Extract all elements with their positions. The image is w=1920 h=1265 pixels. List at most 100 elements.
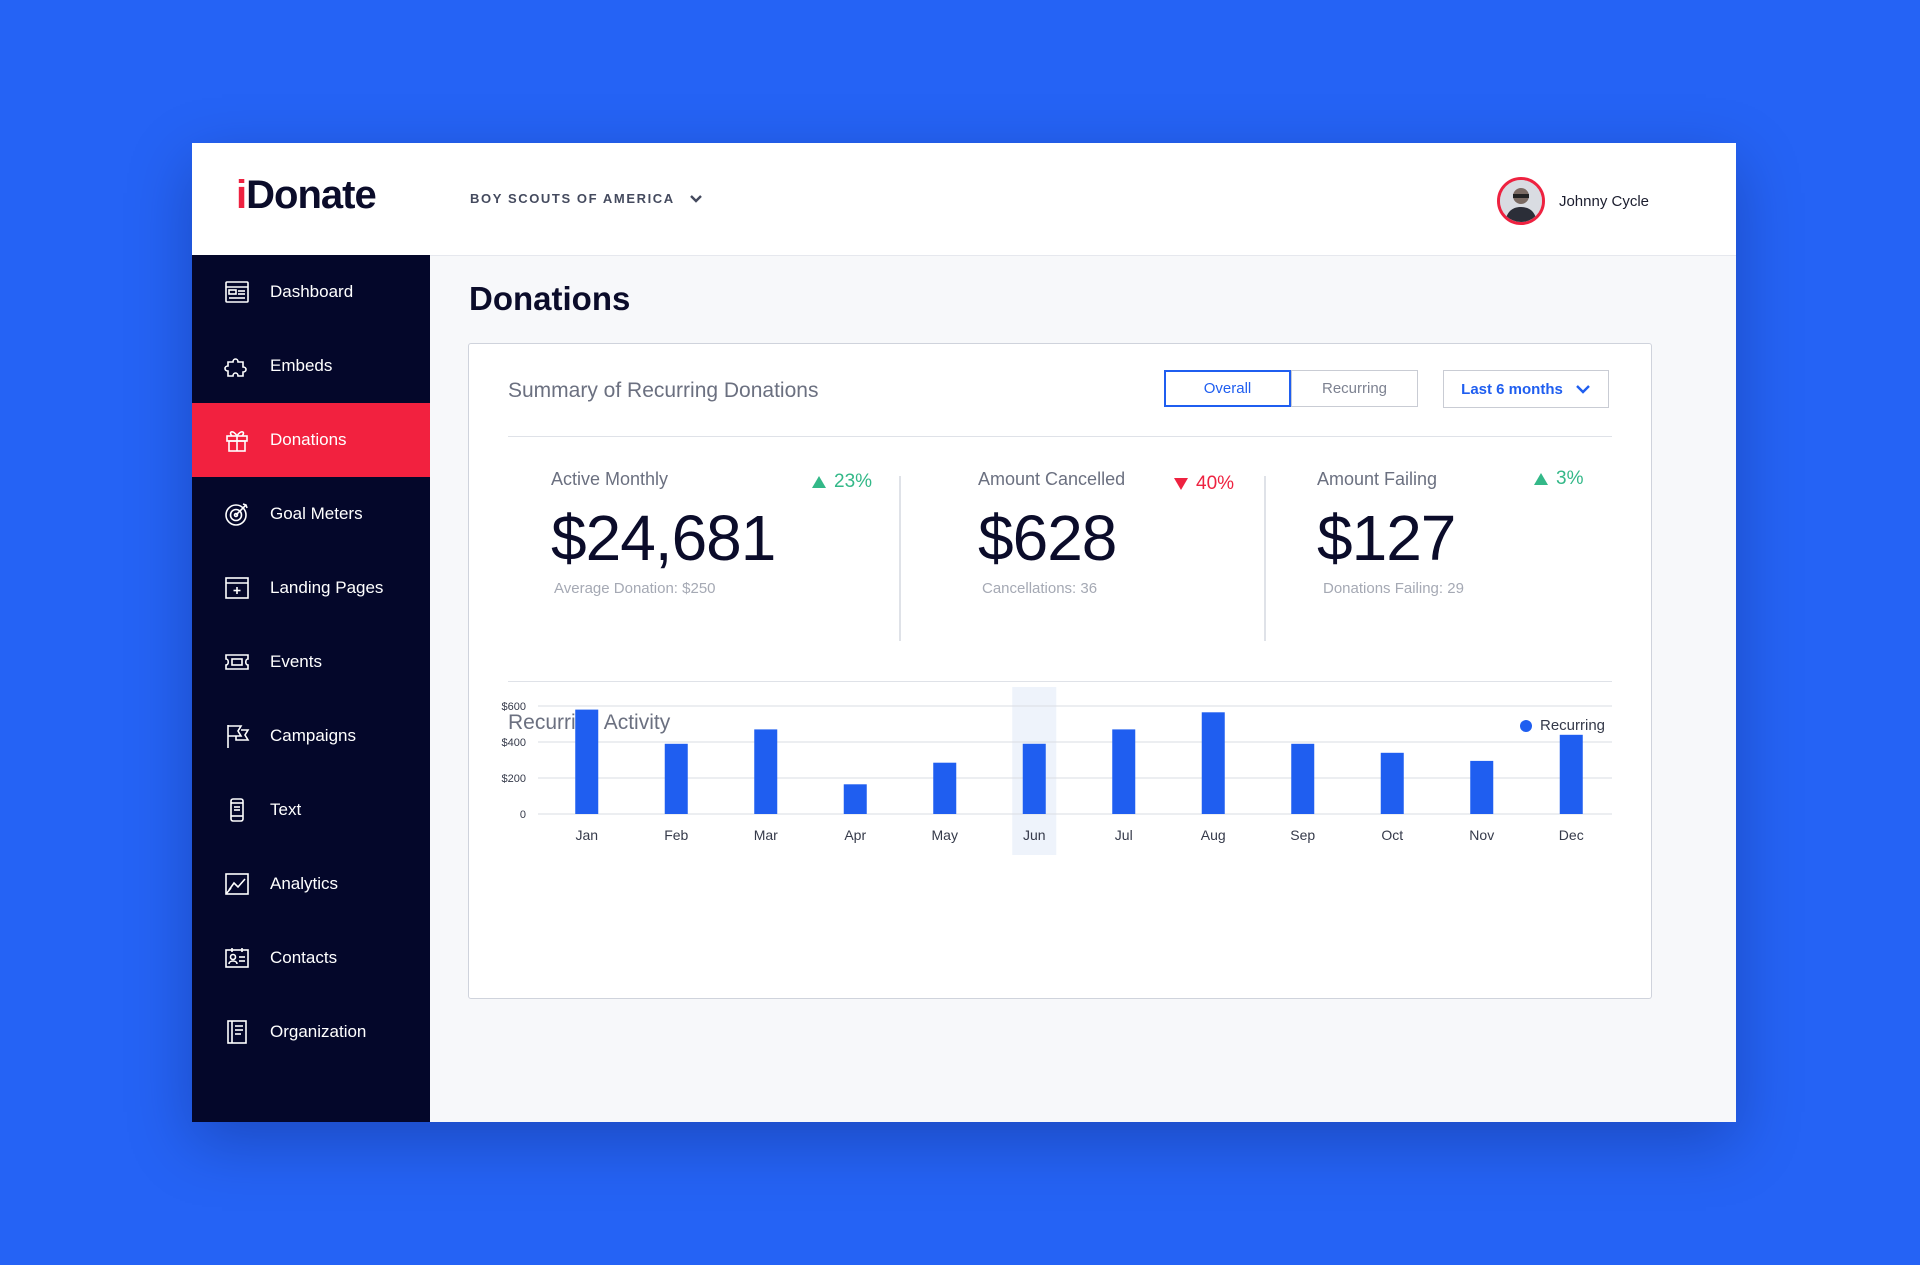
vertical-divider <box>899 476 901 641</box>
date-range-dropdown[interactable]: Last 6 months <box>1443 370 1609 408</box>
stat-label: Amount Cancelled <box>978 469 1126 489</box>
sidebar-item-label: Contacts <box>270 948 338 967</box>
delta-value: 3% <box>1556 468 1584 489</box>
stat-delta: 23% <box>812 471 872 493</box>
chevron-down-icon <box>1575 385 1590 394</box>
contact-card-icon <box>225 948 249 968</box>
sidebar-item-label: Donations <box>270 430 347 449</box>
sidebar-item-label: Analytics <box>270 874 339 893</box>
sidebar-item-events[interactable]: Events <box>192 625 430 699</box>
sidebar-item-label: Dashboard <box>270 282 354 301</box>
x-tick-label: Feb <box>664 827 688 843</box>
stat-subtext: Average Donation: $250 <box>554 580 716 597</box>
sidebar-item-label: Text <box>270 800 302 819</box>
y-tick-label: $400 <box>502 737 526 749</box>
x-tick-label: Sep <box>1290 827 1315 843</box>
notebook-icon <box>227 1020 247 1044</box>
x-tick-label: May <box>932 827 958 843</box>
bar-aug <box>1201 712 1225 814</box>
user-menu[interactable]: Johnny Cycle <box>1496 177 1649 225</box>
stat-label: Active Monthly <box>551 469 669 489</box>
x-tick-label: Mar <box>754 827 778 843</box>
view-toggle: Overall Recurring <box>1164 370 1418 407</box>
triangle-down-icon <box>1174 478 1188 490</box>
overall-toggle-button[interactable]: Overall <box>1164 370 1291 407</box>
bar-jun <box>1022 743 1046 814</box>
x-tick-label: Jun <box>1023 827 1046 843</box>
divider <box>508 436 1612 437</box>
chevron-down-icon <box>689 194 702 203</box>
flag-icon <box>227 725 250 748</box>
legend-label: Recurring <box>1540 717 1606 734</box>
summary-card: Summary of Recurring Donations Overall R… <box>468 343 1652 999</box>
landing-page-icon <box>225 577 249 599</box>
sidebar-item-label: Goal Meters <box>270 504 363 523</box>
sidebar-item-analytics[interactable]: Analytics <box>192 847 430 921</box>
y-tick-label: 0 <box>520 809 526 821</box>
sidebar-item-label: Campaigns <box>270 726 356 745</box>
organization-name: BOY SCOUTS OF AMERICA <box>470 191 675 206</box>
ticket-icon <box>225 654 249 670</box>
stat-label: Amount Failing <box>1317 469 1438 489</box>
stat-value: $24,681 <box>551 502 776 574</box>
stat-amount-failing: Amount Failing $127 Donations Failing: 2… <box>1317 469 1464 597</box>
bar-may <box>933 762 957 814</box>
app-window: iDonate BOY SCOUTS OF AMERICA Johnny Cyc… <box>192 143 1736 1122</box>
sidebar-item-contacts[interactable]: Contacts <box>192 921 430 995</box>
bar-dec <box>1559 734 1583 814</box>
legend-dot <box>1520 719 1532 732</box>
stat-value: $628 <box>978 502 1117 574</box>
bar-jul <box>1112 729 1136 814</box>
dashboard-icon <box>225 281 249 303</box>
sidebar-item-organization[interactable]: Organization <box>192 995 430 1069</box>
stat-active-monthly: Active Monthly $24,681 Average Donation:… <box>551 469 776 597</box>
organization-selector[interactable]: BOY SCOUTS OF AMERICA <box>470 191 703 206</box>
avatar[interactable] <box>1496 177 1545 225</box>
y-tick-label: $600 <box>502 701 526 713</box>
puzzle-icon <box>224 358 247 377</box>
target-icon <box>225 503 248 526</box>
recurring-toggle-button[interactable]: Recurring <box>1291 370 1418 407</box>
sidebar-item-text[interactable]: Text <box>192 773 430 847</box>
x-tick-label: Dec <box>1559 827 1584 843</box>
sidebar-item-dashboard[interactable]: Dashboard <box>192 255 430 329</box>
bar-mar <box>754 729 778 814</box>
stat-subtext: Donations Failing: 29 <box>1323 580 1464 597</box>
chart-legend: Recurring <box>1520 717 1605 734</box>
x-tick-label: Nov <box>1469 827 1494 843</box>
page-title: Donations <box>469 280 631 317</box>
sidebar-item-campaigns[interactable]: Campaigns <box>192 699 430 773</box>
stat-subtext: Cancellations: 36 <box>982 580 1098 597</box>
delta-value: 23% <box>834 471 873 492</box>
y-tick-label: $200 <box>502 773 526 785</box>
recurring-activity-chart: 0 $200 $400 $600 Jan Feb Mar Apr May Jun Jul Aug Sep… <box>502 687 1612 855</box>
delta-value: 40% <box>1196 473 1235 494</box>
sidebar-item-embeds[interactable]: Embeds <box>192 329 430 403</box>
bar-oct <box>1380 752 1404 814</box>
analytics-icon <box>225 873 249 895</box>
stat-delta: 40% <box>1174 473 1234 495</box>
stat-delta: 3% <box>1534 468 1583 490</box>
gift-icon <box>226 431 248 452</box>
vertical-divider <box>1264 476 1266 641</box>
stat-amount-cancelled: Amount Cancelled $628 Cancellations: 36 <box>978 469 1125 597</box>
sidebar-item-label: Landing Pages <box>270 578 384 597</box>
user-name: Johnny Cycle <box>1558 192 1649 210</box>
sidebar-item-landing-pages[interactable]: Landing Pages <box>192 551 430 625</box>
summary-title: Summary of Recurring Donations <box>508 379 819 402</box>
sidebar-item-donations[interactable]: Donations <box>192 403 430 477</box>
bar-feb <box>664 743 688 814</box>
bar-apr <box>843 784 867 814</box>
x-tick-label: Oct <box>1381 827 1403 843</box>
x-tick-label: Aug <box>1201 827 1226 843</box>
sidebar-item-goal-meters[interactable]: Goal Meters <box>192 477 430 551</box>
idonate-logo[interactable]: iDonate <box>236 173 377 217</box>
bar-jan <box>575 709 599 814</box>
x-tick-label: Jan <box>575 827 598 843</box>
triangle-up-icon <box>1534 473 1548 485</box>
sidebar-item-label: Embeds <box>270 356 333 375</box>
sidebar-item-label: Organization <box>270 1022 367 1041</box>
top-bar: iDonate BOY SCOUTS OF AMERICA Johnny Cyc… <box>192 143 1736 256</box>
stat-value: $127 <box>1317 502 1456 574</box>
sidebar: Dashboard Embeds Donations Goal Meters L… <box>192 255 430 1122</box>
